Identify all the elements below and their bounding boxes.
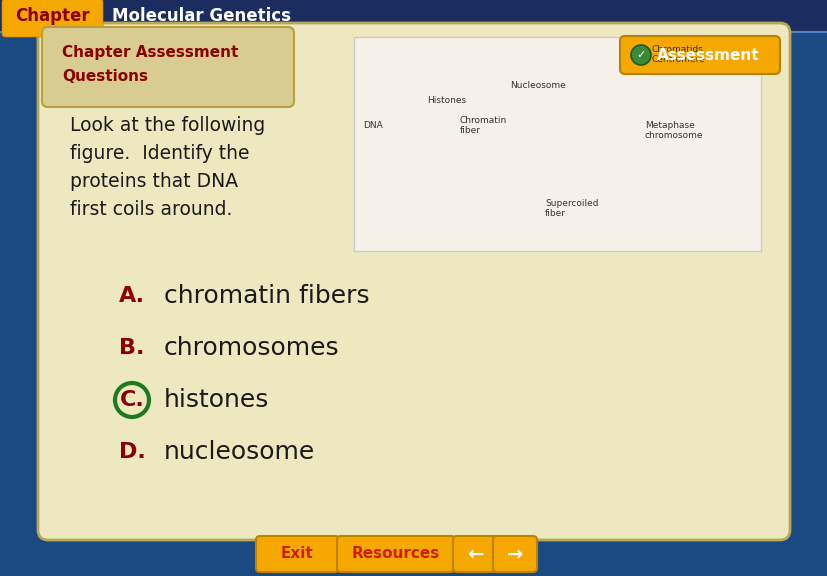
Text: histones: histones bbox=[164, 388, 269, 412]
Text: Exit: Exit bbox=[281, 547, 313, 562]
FancyBboxPatch shape bbox=[452, 536, 496, 572]
Text: Metaphase
chromosome: Metaphase chromosome bbox=[644, 120, 703, 140]
Text: A.: A. bbox=[119, 286, 145, 306]
Text: Questions: Questions bbox=[62, 69, 148, 84]
Text: Centromere: Centromere bbox=[651, 55, 705, 64]
Text: D.: D. bbox=[118, 442, 146, 462]
Circle shape bbox=[630, 45, 650, 65]
Text: Resources: Resources bbox=[351, 547, 440, 562]
FancyBboxPatch shape bbox=[337, 536, 455, 572]
Text: Histones: Histones bbox=[427, 96, 466, 105]
FancyBboxPatch shape bbox=[619, 36, 779, 74]
Text: nucleosome: nucleosome bbox=[164, 440, 315, 464]
FancyBboxPatch shape bbox=[256, 536, 338, 572]
Text: Assessment: Assessment bbox=[656, 47, 758, 63]
Text: Molecular Genetics: Molecular Genetics bbox=[112, 7, 290, 25]
Text: chromosomes: chromosomes bbox=[164, 336, 339, 360]
Text: chromatin fibers: chromatin fibers bbox=[164, 284, 369, 308]
Text: Chapter Assessment: Chapter Assessment bbox=[62, 45, 238, 60]
Polygon shape bbox=[0, 0, 827, 32]
Text: Chromatin
fiber: Chromatin fiber bbox=[460, 116, 507, 135]
FancyBboxPatch shape bbox=[354, 37, 760, 251]
Text: Chromatids: Chromatids bbox=[651, 45, 703, 54]
Text: Chapter: Chapter bbox=[15, 7, 89, 25]
Text: ←: ← bbox=[466, 544, 483, 563]
FancyBboxPatch shape bbox=[2, 0, 103, 37]
Text: ✓: ✓ bbox=[635, 50, 645, 60]
Text: Nucleosome: Nucleosome bbox=[509, 81, 565, 90]
FancyBboxPatch shape bbox=[38, 23, 789, 540]
Text: Supercoiled
fiber: Supercoiled fiber bbox=[544, 199, 598, 218]
Text: DNA: DNA bbox=[362, 121, 382, 130]
Text: Look at the following
figure.  Identify the
proteins that DNA
first coils around: Look at the following figure. Identify t… bbox=[70, 116, 265, 219]
Text: C.: C. bbox=[119, 390, 144, 410]
FancyBboxPatch shape bbox=[492, 536, 537, 572]
Text: B.: B. bbox=[119, 338, 145, 358]
FancyBboxPatch shape bbox=[42, 27, 294, 107]
Text: →: → bbox=[506, 544, 523, 563]
